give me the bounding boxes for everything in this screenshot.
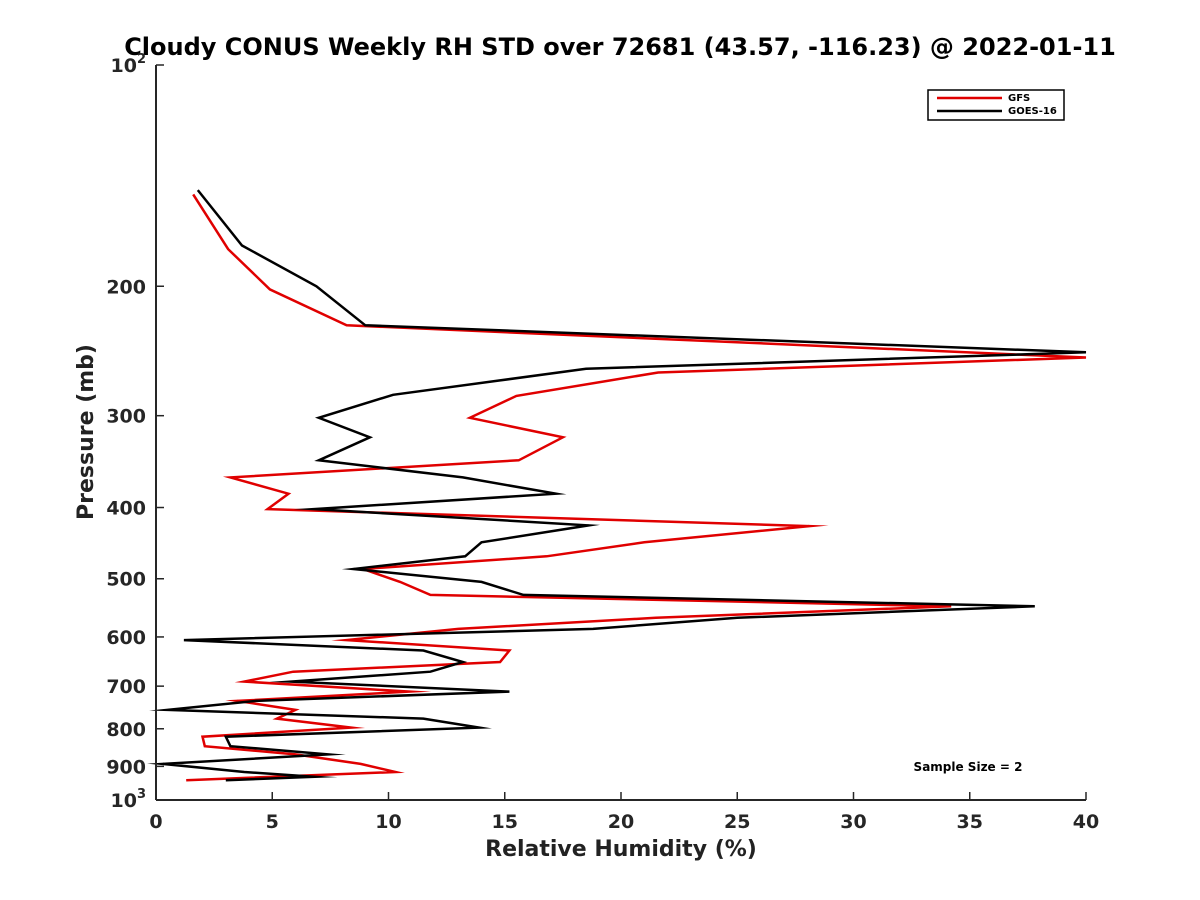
y-tick-label: 800 bbox=[106, 719, 146, 741]
x-tick-label: 5 bbox=[266, 811, 279, 833]
legend: GFS GOES-16 bbox=[927, 89, 1065, 121]
y-tick-label-exponent: 2 bbox=[137, 52, 146, 67]
x-tick-label: 35 bbox=[957, 811, 983, 833]
x-tick-label: 30 bbox=[840, 811, 866, 833]
y-tick-label-base: 400 bbox=[106, 498, 146, 520]
y-tick-label-base: 500 bbox=[106, 569, 146, 591]
legend-box bbox=[927, 89, 1065, 121]
y-tick-label-base: 900 bbox=[106, 756, 146, 778]
series-line-gfs bbox=[186, 193, 1087, 782]
x-tick-label: 20 bbox=[608, 811, 634, 833]
y-tick-label: 102 bbox=[111, 52, 147, 77]
legend-label-goes16: GOES-16 bbox=[1008, 106, 1057, 117]
y-tick-label-base: 300 bbox=[106, 406, 146, 428]
chart-title: Cloudy CONUS Weekly RH STD over 72681 (4… bbox=[124, 33, 1116, 61]
x-tick-label: 40 bbox=[1073, 811, 1099, 833]
plot-area bbox=[147, 189, 1087, 782]
y-tick-label-base: 10 bbox=[111, 790, 137, 812]
legend-label-gfs: GFS bbox=[1008, 93, 1030, 104]
x-tick-label: 0 bbox=[149, 811, 162, 833]
y-tick-label: 400 bbox=[106, 498, 146, 520]
y-tick-label: 103 bbox=[111, 787, 147, 812]
y-tick-label-base: 10 bbox=[111, 55, 137, 77]
sample-size-annotation: Sample Size = 2 bbox=[914, 760, 1023, 774]
y-axis-label: Pressure (mb) bbox=[74, 344, 99, 520]
x-axis-label: Relative Humidity (%) bbox=[485, 837, 757, 862]
series-line-goes16 bbox=[147, 189, 1087, 782]
y-tick-label-base: 600 bbox=[106, 627, 146, 649]
y-tick-label: 300 bbox=[106, 406, 146, 428]
y-tick-label-base: 700 bbox=[106, 676, 146, 698]
y-tick-label-base: 200 bbox=[106, 276, 146, 298]
x-tick-label: 15 bbox=[492, 811, 518, 833]
y-tick-label: 200 bbox=[106, 276, 146, 298]
y-tick-label: 700 bbox=[106, 676, 146, 698]
y-tick-label: 500 bbox=[106, 569, 146, 591]
x-ticks: 0 5 10 15 20 25 30 35 40 bbox=[149, 792, 1099, 833]
y-tick-label-exponent: 3 bbox=[137, 787, 146, 802]
x-tick-label: 25 bbox=[724, 811, 750, 833]
y-tick-label: 900 bbox=[106, 756, 146, 778]
x-tick-label: 10 bbox=[375, 811, 401, 833]
y-tick-label: 600 bbox=[106, 627, 146, 649]
y-tick-label-base: 800 bbox=[106, 719, 146, 741]
